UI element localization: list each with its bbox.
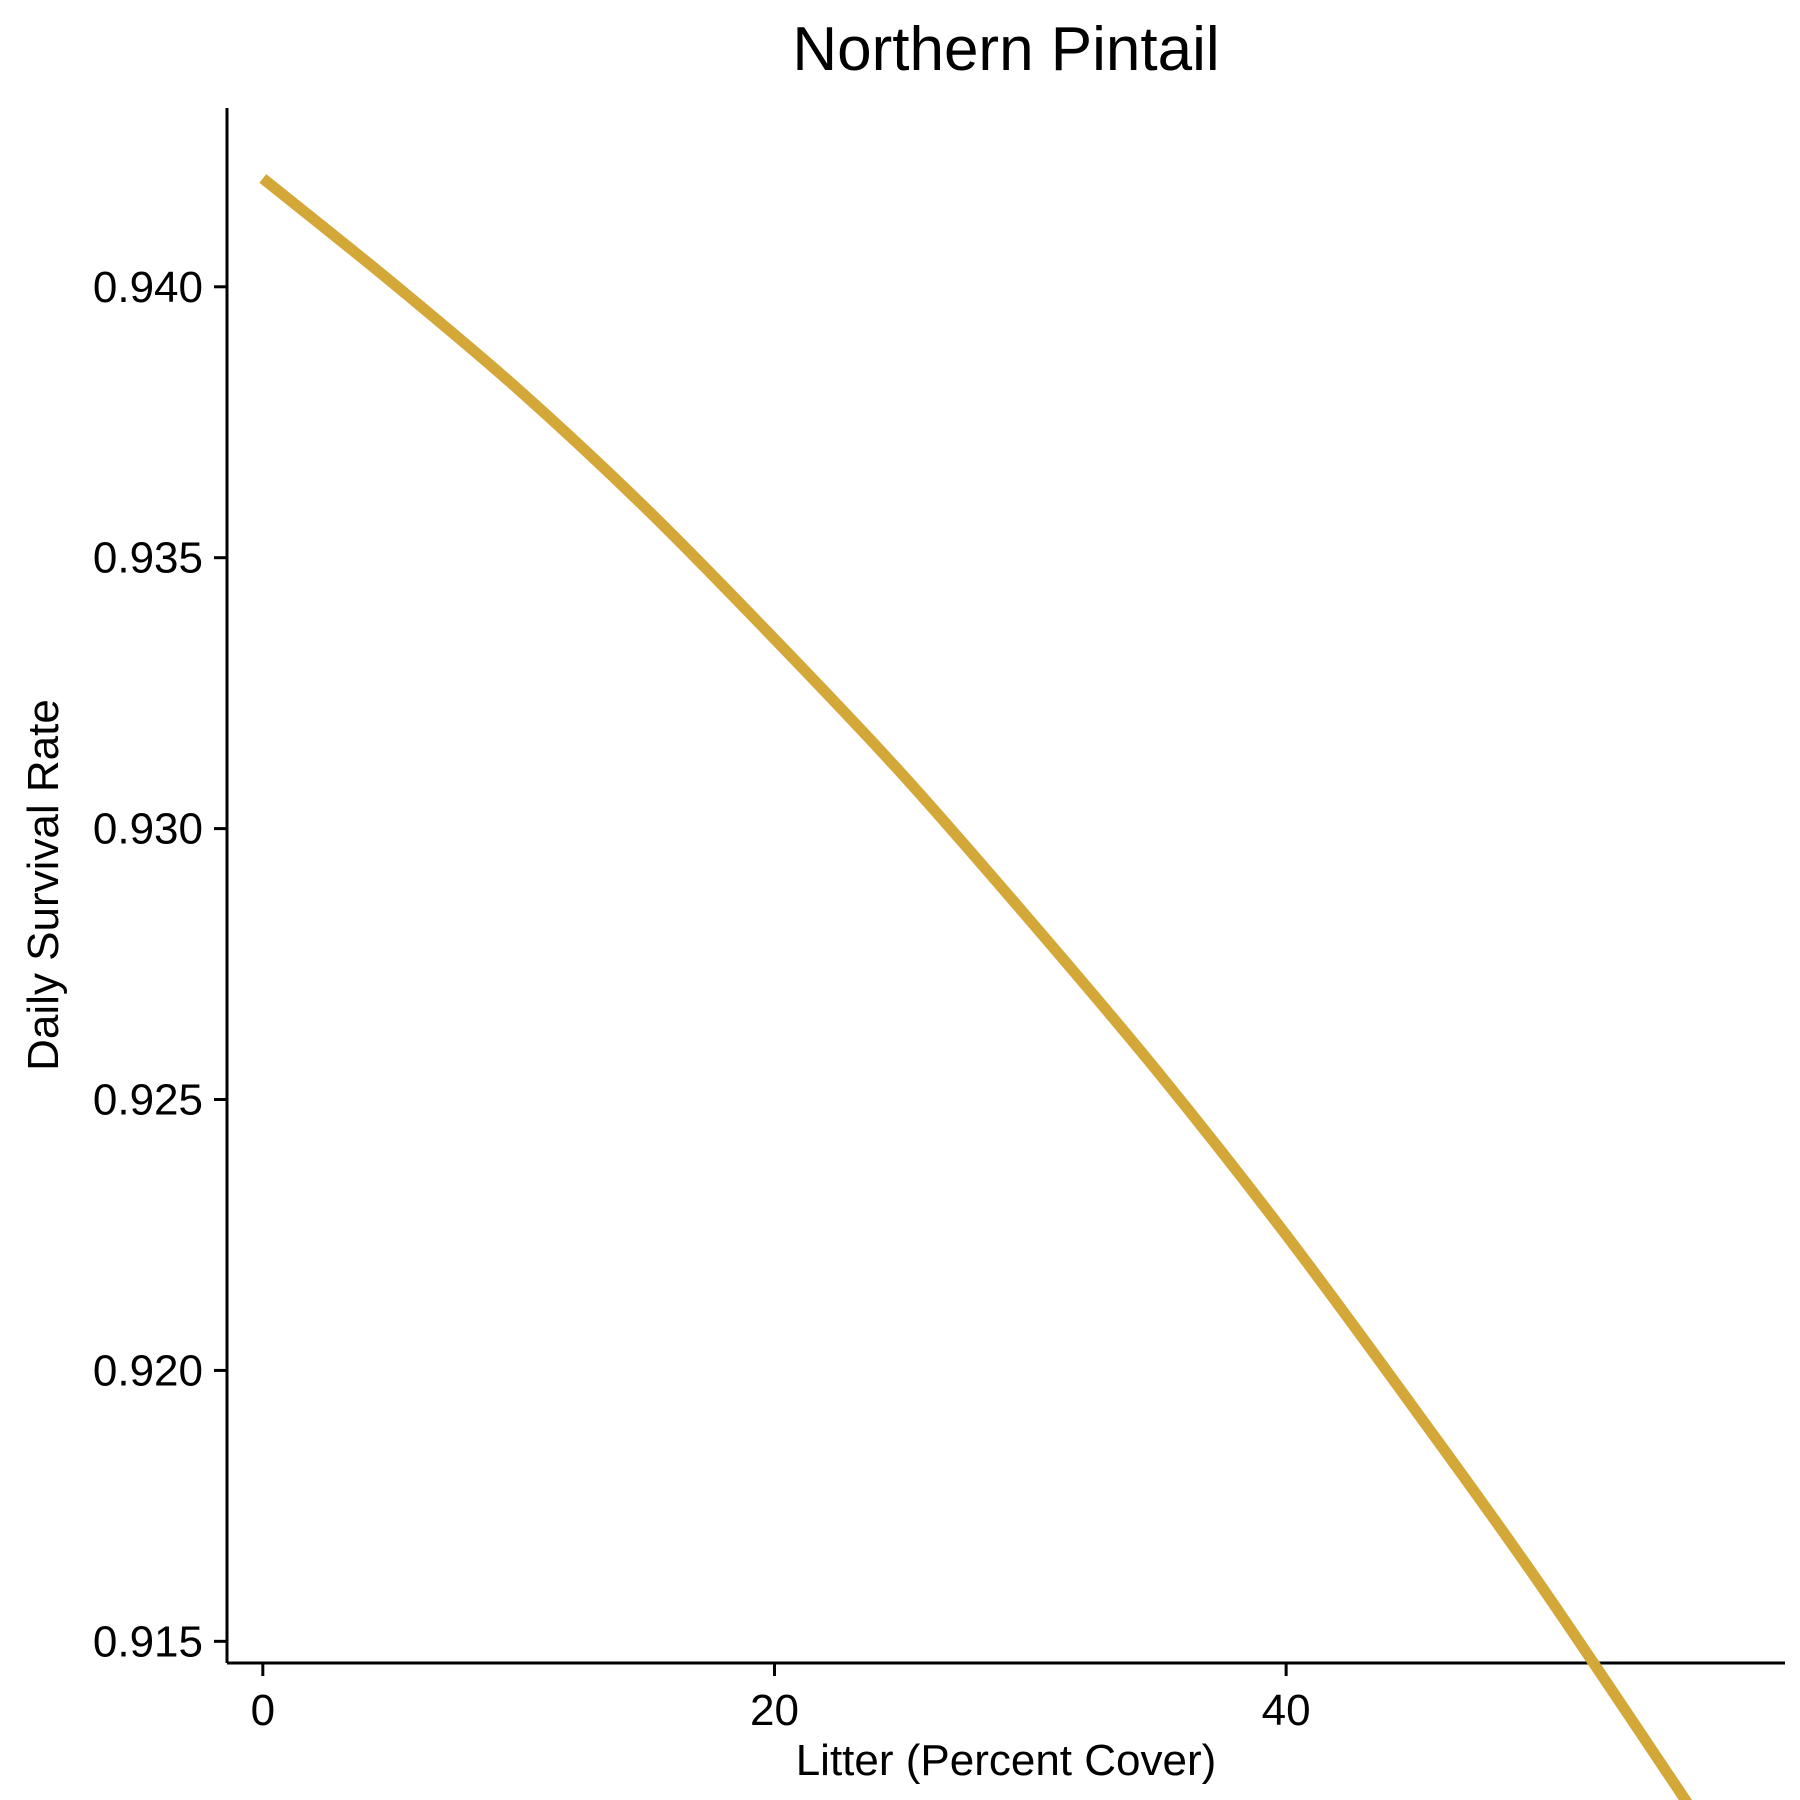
x-axis-ticks: 0 20 40 <box>251 1663 1311 1735</box>
x-axis-title: Litter (Percent Cover) <box>796 1736 1217 1785</box>
y-axis-title: Daily Survival Rate <box>19 699 68 1071</box>
series-group <box>259 174 1692 1800</box>
y-tick-label: 0.935 <box>93 534 203 583</box>
y-tick-label: 0.915 <box>93 1617 203 1666</box>
y-tick-label: 0.930 <box>93 805 203 854</box>
survival-curve-line <box>259 174 1692 1800</box>
x-tick-label: 20 <box>750 1686 799 1735</box>
x-tick-label: 0 <box>251 1686 275 1735</box>
chart-title: Northern Pintail <box>792 15 1219 84</box>
y-tick-label: 0.920 <box>93 1346 203 1395</box>
y-axis-ticks: 0.915 0.920 0.925 0.930 0.935 0.940 <box>93 263 227 1666</box>
y-tick-label: 0.925 <box>93 1076 203 1125</box>
x-tick-label: 40 <box>1262 1686 1311 1735</box>
y-tick-label: 0.940 <box>93 263 203 312</box>
